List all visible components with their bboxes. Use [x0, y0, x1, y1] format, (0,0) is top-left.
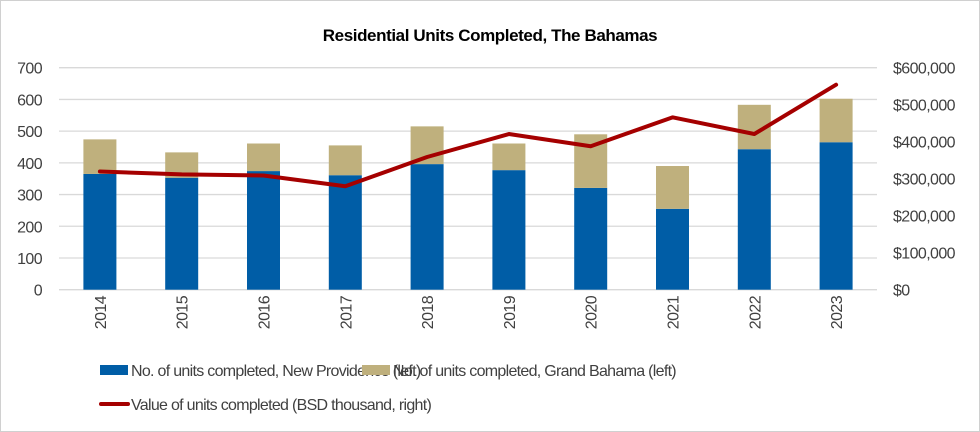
- x-axis-tick: 2015: [175, 295, 192, 329]
- bar-new-providence-2014: [83, 173, 117, 290]
- left-axis-tick: 100: [17, 251, 43, 268]
- bar-new-providence-2015: [165, 177, 199, 290]
- left-axis-tick: 600: [17, 92, 43, 109]
- bar-new-providence-2018: [410, 164, 444, 290]
- bar-new-providence-2016: [247, 171, 280, 290]
- right-axis-tick: $600,000: [893, 60, 956, 77]
- legend-label-new-providence: No. of units completed, New Providence (…: [131, 363, 421, 380]
- left-axis-tick: 700: [17, 61, 43, 78]
- left-axis-tick: 500: [17, 124, 43, 141]
- right-axis-tick: $0: [893, 283, 910, 300]
- x-axis-tick: 2021: [666, 295, 683, 329]
- bar-new-providence-2019: [492, 170, 526, 290]
- x-axis-tick: 2022: [747, 295, 764, 329]
- bar-grand-bahama-2023: [819, 98, 853, 143]
- bar-new-providence-2020: [574, 187, 608, 290]
- bar-grand-bahama-2019: [492, 143, 526, 171]
- x-axis-tick: 2019: [502, 295, 519, 329]
- bar-grand-bahama-2014: [83, 139, 117, 174]
- right-axis-tick: $100,000: [893, 246, 956, 263]
- left-axis-tick: 200: [17, 219, 43, 236]
- chart-title: Residential Units Completed, The Bahamas: [323, 26, 657, 45]
- value-line: [97, 82, 839, 189]
- x-axis-tick: 2016: [257, 295, 274, 329]
- bar-new-providence-2023: [819, 142, 853, 290]
- right-axis-tick: $200,000: [893, 209, 956, 226]
- legend-label-grand-bahama: No. of units completed, Grand Bahama (le…: [393, 363, 676, 380]
- left-axis-tick: 300: [17, 188, 43, 205]
- x-axis-tick: 2023: [829, 295, 846, 329]
- x-axis-tick: 2017: [338, 295, 355, 329]
- bar-new-providence-2022: [737, 149, 771, 290]
- right-axis-tick: $500,000: [893, 97, 956, 114]
- left-axis-tick: 0: [34, 283, 43, 300]
- right-axis-tick: $300,000: [893, 172, 956, 189]
- bar-grand-bahama-2021: [656, 166, 689, 209]
- x-axis-tick: 2018: [420, 295, 437, 329]
- x-axis-tick: 2020: [584, 295, 601, 329]
- bar-grand-bahama-2016: [247, 143, 280, 172]
- bar-new-providence-2017: [328, 175, 362, 290]
- legend-swatch-new-providence: [100, 365, 128, 375]
- bar-grand-bahama-2017: [328, 145, 362, 176]
- left-axis-tick: 400: [17, 156, 43, 173]
- bar-new-providence-2021: [656, 208, 689, 290]
- x-axis-tick: 2014: [93, 295, 110, 329]
- right-axis-tick: $400,000: [893, 134, 956, 151]
- legend-swatch-grand-bahama: [362, 365, 390, 375]
- legend-label-value: Value of units completed (BSD thousand, …: [131, 397, 432, 414]
